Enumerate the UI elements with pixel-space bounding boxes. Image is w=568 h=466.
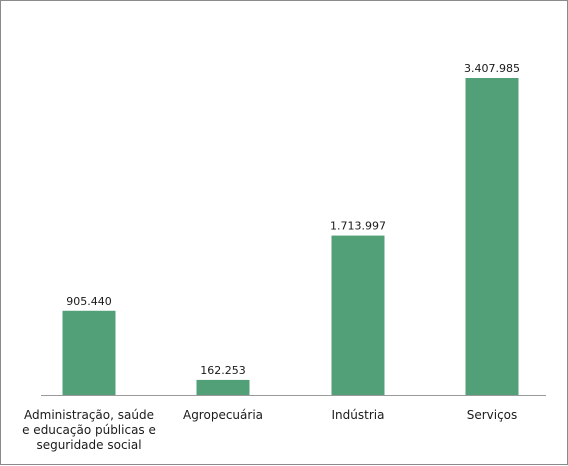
bar-3	[465, 78, 519, 395]
category-label-3: Serviços	[467, 408, 518, 422]
category-labels-layer: Administração, saúde e educação públicas …	[22, 408, 517, 452]
category-label-line: Agropecuária	[183, 408, 263, 422]
category-label-line: seguridade social	[36, 438, 141, 452]
value-label-0: 905.440	[66, 295, 112, 308]
category-label-line: e educação públicas e	[22, 423, 156, 437]
category-label-0: Administração, saúde e educação públicas …	[22, 408, 156, 452]
category-label-line: Administração, saúde	[24, 408, 154, 422]
value-label-2: 1.713.997	[330, 220, 386, 233]
value-label-3: 3.407.985	[464, 62, 520, 75]
bars-layer	[62, 78, 519, 395]
category-label-line: Serviços	[467, 408, 518, 422]
category-label-line: Indústria	[332, 408, 385, 422]
bar-0	[62, 310, 116, 395]
category-label-2: Indústria	[332, 408, 385, 422]
value-label-1: 162.253	[200, 364, 246, 377]
category-label-1: Agropecuária	[183, 408, 263, 422]
bar-1	[196, 379, 250, 395]
value-labels-layer: 905.440 162.253 1.713.997 3.407.985	[66, 62, 520, 377]
bar-2	[331, 235, 385, 395]
